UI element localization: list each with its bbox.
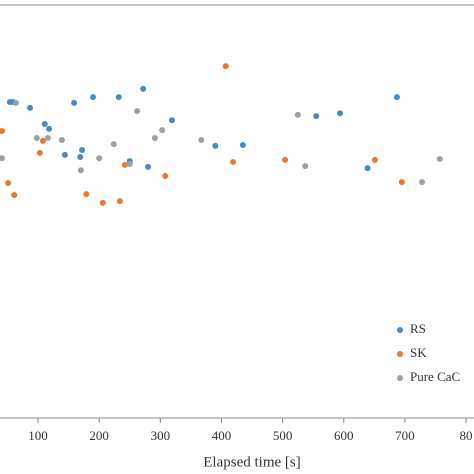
point	[77, 167, 84, 174]
point	[145, 163, 152, 170]
x-tick-label: 600	[334, 428, 354, 443]
point	[140, 85, 147, 92]
point	[0, 155, 5, 162]
point	[230, 158, 237, 165]
point	[364, 165, 371, 172]
point	[115, 94, 122, 101]
point	[371, 156, 378, 163]
legend-label: Pure CaC	[410, 369, 460, 384]
point	[159, 127, 166, 134]
point	[99, 199, 106, 206]
point	[126, 161, 133, 168]
point	[46, 125, 53, 132]
point	[198, 137, 205, 144]
point	[162, 172, 169, 179]
legend-marker	[397, 351, 403, 357]
point	[239, 142, 246, 149]
point	[58, 137, 65, 144]
point	[33, 134, 40, 141]
point	[393, 94, 400, 101]
x-tick-label: 700	[395, 428, 415, 443]
point	[313, 113, 320, 120]
point	[90, 94, 97, 101]
point	[77, 153, 84, 160]
point	[134, 108, 141, 115]
point	[337, 110, 344, 117]
point	[121, 161, 128, 168]
point	[151, 134, 158, 141]
point	[398, 179, 405, 186]
point	[36, 149, 43, 156]
point	[302, 163, 309, 170]
point	[44, 134, 51, 141]
x-tick-label: 200	[89, 428, 109, 443]
point	[222, 63, 229, 70]
point	[212, 142, 219, 149]
point	[0, 127, 5, 134]
point	[79, 146, 86, 153]
point	[436, 156, 443, 163]
point	[116, 198, 123, 205]
point	[61, 151, 68, 158]
point	[419, 179, 426, 186]
point	[110, 141, 117, 148]
legend-label: RS	[410, 321, 426, 336]
point	[71, 99, 78, 106]
point	[168, 117, 175, 124]
x-tick-label: 80	[460, 428, 473, 443]
point	[41, 120, 48, 127]
point	[13, 99, 20, 106]
x-axis-label: Elapsed time [s]	[203, 454, 300, 470]
point	[96, 155, 103, 162]
x-tick-label: 400	[212, 428, 232, 443]
point	[83, 191, 90, 198]
point	[294, 111, 301, 118]
point	[282, 156, 289, 163]
legend-label: SK	[410, 345, 427, 360]
point	[39, 137, 46, 144]
x-tick-label: 100	[28, 428, 48, 443]
legend-marker	[397, 375, 403, 381]
point	[5, 180, 12, 187]
x-tick-label: 500	[273, 428, 293, 443]
point	[27, 104, 34, 111]
x-tick-label: 300	[151, 428, 171, 443]
legend-marker	[397, 327, 403, 333]
point	[11, 191, 18, 198]
